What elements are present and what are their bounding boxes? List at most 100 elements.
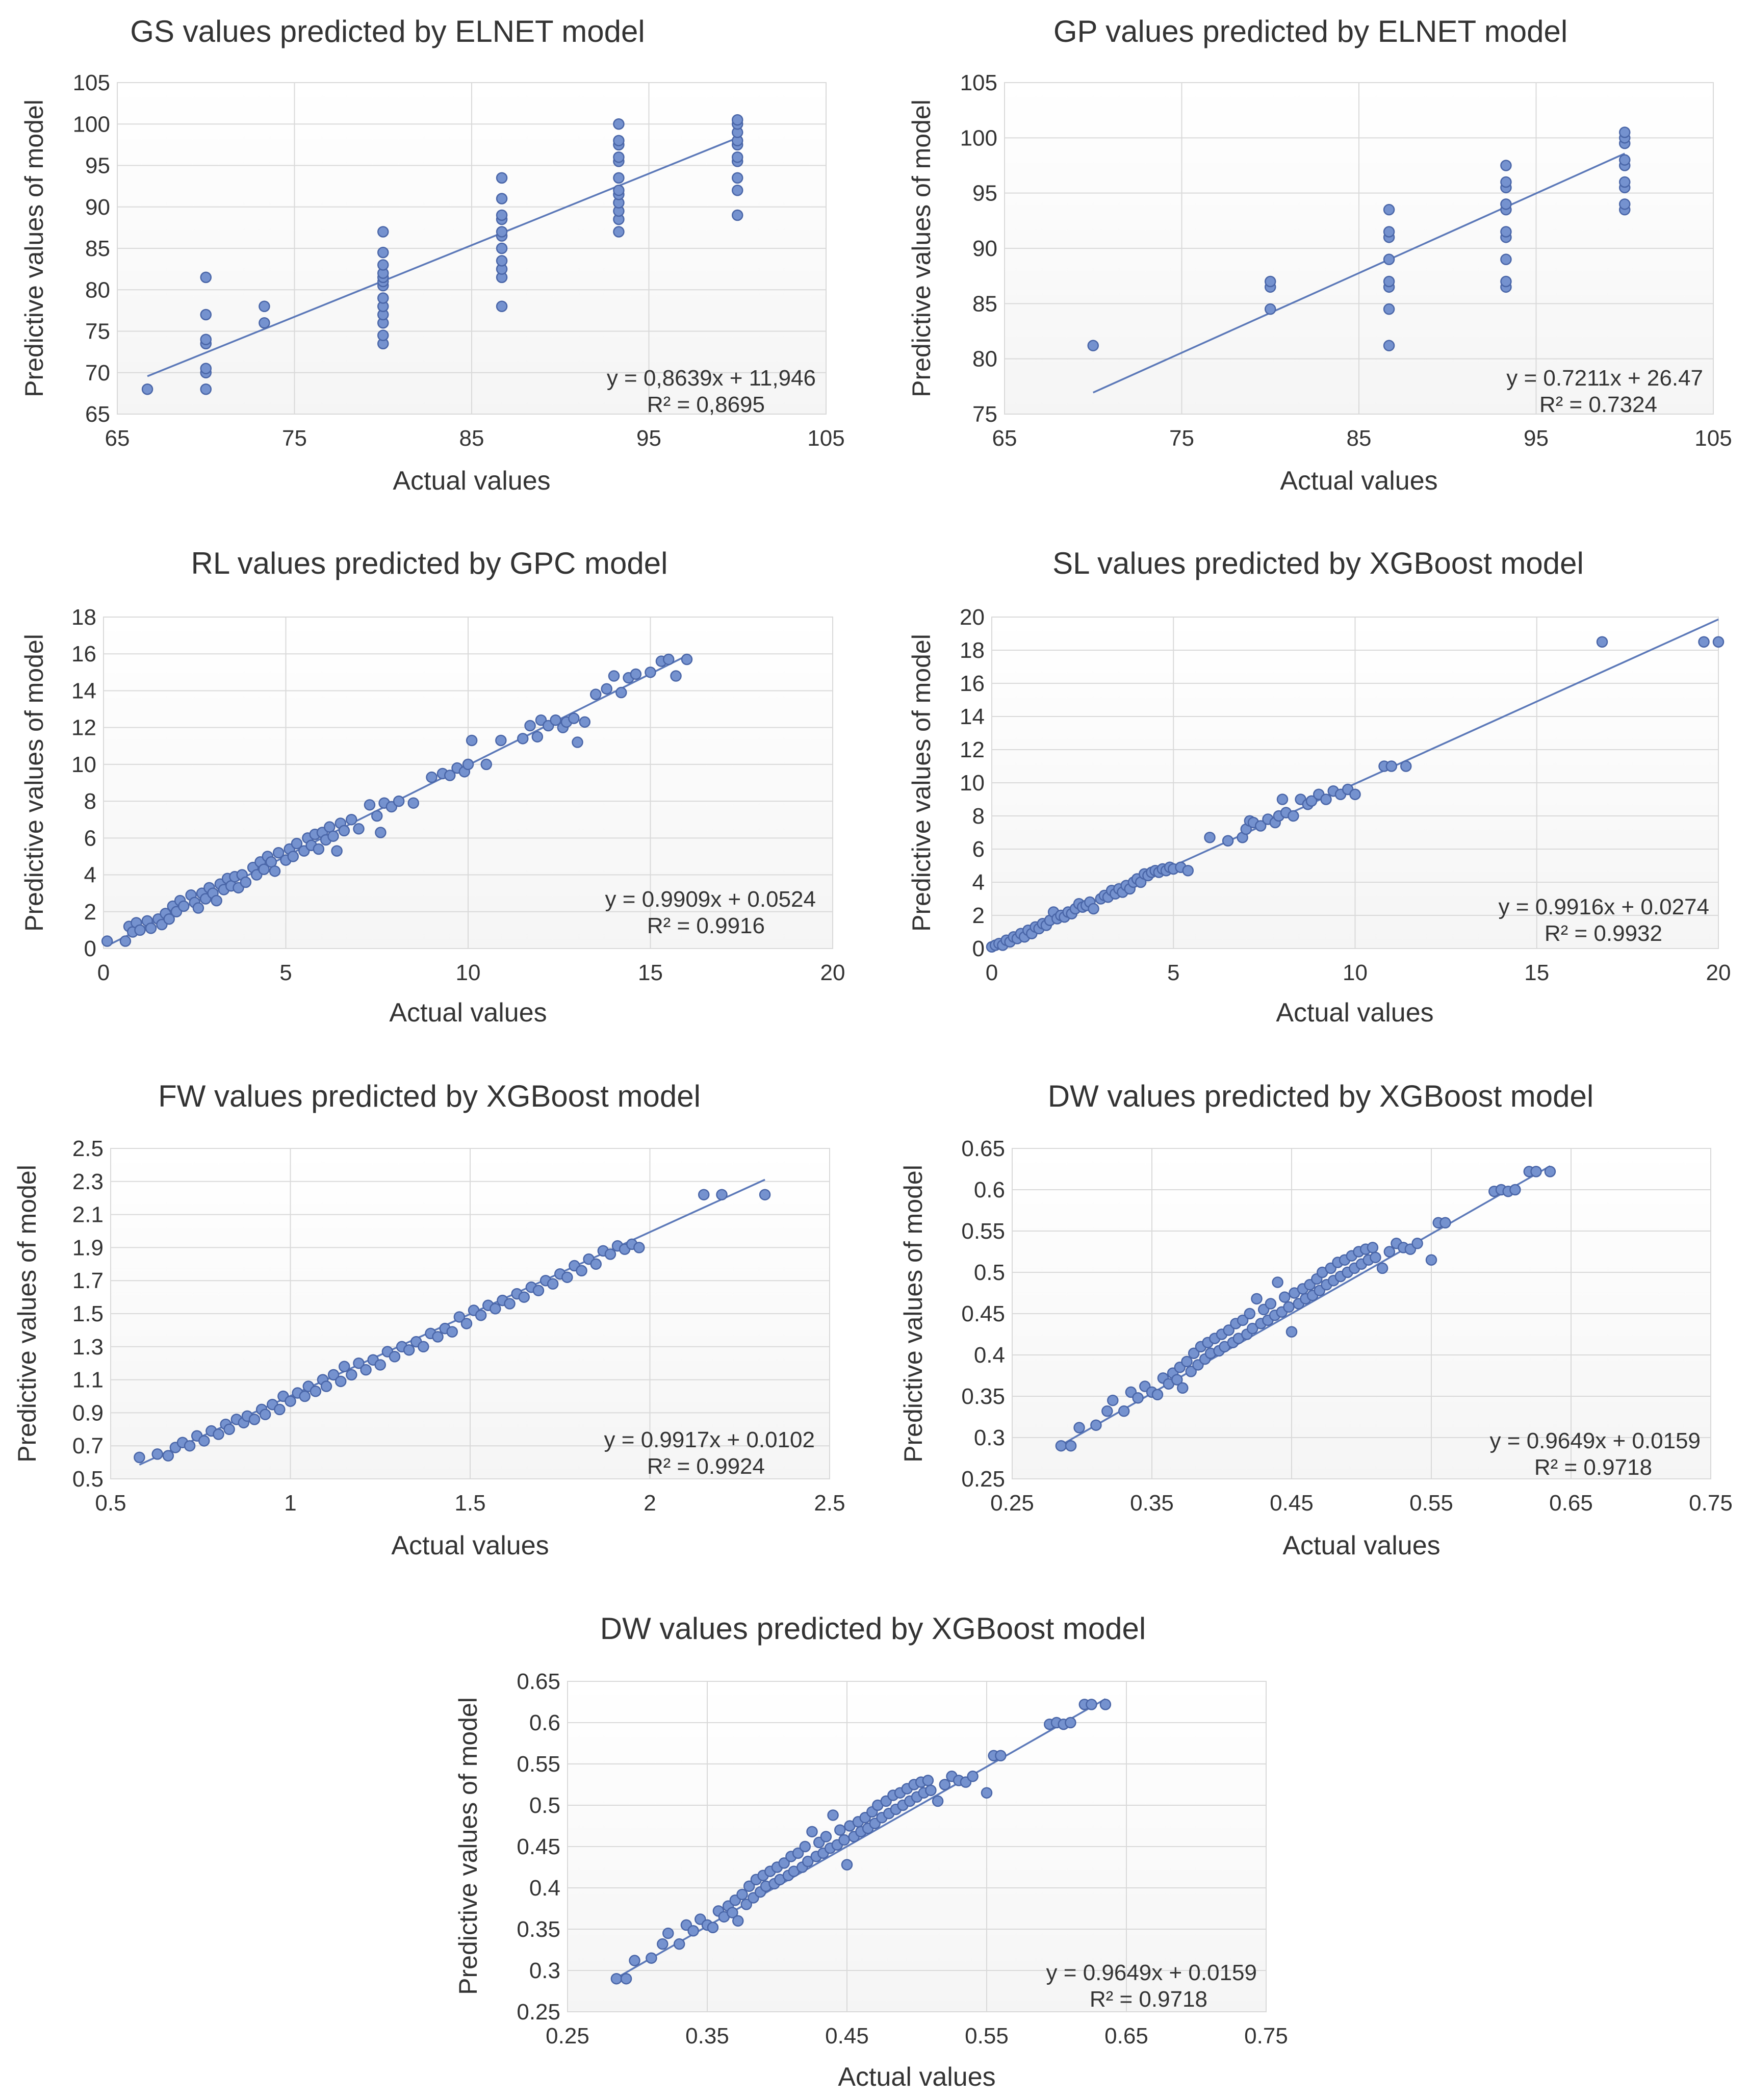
y-tick-label: 0.55 [517, 1752, 560, 1777]
data-point [645, 667, 656, 678]
y-tick-label: 14 [71, 678, 96, 703]
data-point [1107, 1394, 1119, 1406]
x-tick-label: 5 [1167, 960, 1179, 985]
y-tick-label: 0.25 [517, 2000, 560, 2025]
data-point [1619, 126, 1631, 138]
data-point [377, 329, 389, 341]
y-tick-label: 90 [85, 195, 110, 220]
data-point [338, 825, 350, 837]
data-point [339, 1361, 350, 1372]
y-tick-label: 12 [960, 737, 985, 762]
data-point [496, 209, 508, 221]
data-point [200, 363, 212, 374]
data-point [462, 758, 474, 771]
data-point [345, 813, 357, 826]
y-tick-label: 70 [85, 361, 110, 386]
data-point [732, 185, 743, 196]
data-point [1223, 1324, 1234, 1336]
y-tick-label: 0.6 [974, 1177, 1005, 1202]
data-point [141, 383, 153, 395]
chart-r2: R² = 0.9924 [647, 1454, 765, 1479]
chart-panel: SL values predicted by XGBoost model 0 5 1… [907, 546, 1731, 1028]
data-point [922, 1775, 934, 1786]
x-tick-label: 1.5 [454, 1491, 485, 1516]
y-tick-label: 0 [972, 936, 985, 961]
y-tick-label: 1.1 [72, 1368, 104, 1393]
x-axis-label: Actual values [1280, 466, 1437, 496]
data-point [200, 383, 212, 395]
data-point [657, 1938, 668, 1950]
data-point [1288, 810, 1299, 822]
data-point [269, 865, 281, 877]
y-tick-label: 4 [84, 863, 96, 888]
y-tick-label: 0.55 [961, 1219, 1005, 1244]
chart-title: SL values predicted by XGBoost model [1052, 546, 1584, 580]
data-point [119, 935, 132, 947]
data-point [1237, 1314, 1249, 1326]
data-point [1509, 1184, 1521, 1196]
data-point [687, 1925, 699, 1937]
data-point [496, 255, 508, 267]
data-point [629, 1955, 640, 1966]
data-point [1500, 253, 1512, 265]
data-point [1383, 203, 1395, 216]
data-point [1099, 1699, 1112, 1710]
y-tick-label: 0.45 [517, 1834, 560, 1859]
data-point [759, 1189, 771, 1200]
x-tick-label: 15 [638, 960, 663, 985]
data-point [1500, 198, 1512, 210]
data-point [258, 863, 270, 875]
data-point [151, 1448, 163, 1460]
data-point [496, 193, 508, 204]
data-point [1177, 1382, 1189, 1394]
x-tick-label: 0.65 [1104, 2024, 1148, 2048]
data-point [1086, 1699, 1097, 1710]
y-tick-label: 0.65 [517, 1669, 560, 1694]
y-tick-label: 0.45 [961, 1301, 1005, 1326]
y-tick-label: 0.35 [961, 1384, 1005, 1409]
data-point [799, 1840, 811, 1853]
data-point [1265, 275, 1276, 288]
data-point [371, 810, 383, 822]
data-point [1305, 795, 1318, 807]
data-point [613, 151, 625, 163]
data-point [274, 1403, 286, 1416]
y-axis-label: Predictive values of model [20, 634, 48, 932]
chart-panel: GS values predicted by ELNET model 65 75 8… [20, 14, 845, 496]
y-tick-label: 0.3 [974, 1425, 1005, 1450]
data-point [1619, 154, 1631, 166]
x-tick-label: 20 [820, 960, 845, 985]
chart-r2: R² = 0.9718 [1090, 1987, 1207, 2012]
data-point [620, 1973, 632, 1985]
chart-panel: DW values predicted by XGBoost model 0.2… [899, 1079, 1733, 1560]
data-point [1065, 1440, 1077, 1452]
data-point [475, 1309, 487, 1321]
data-point [663, 653, 675, 665]
data-point [1055, 1440, 1067, 1452]
x-tick-label: 0.25 [546, 2024, 589, 2048]
data-point [101, 935, 113, 947]
data-point [403, 1344, 415, 1356]
data-point [134, 924, 146, 936]
data-point [259, 1408, 271, 1420]
data-point [353, 1357, 365, 1369]
data-point [327, 830, 339, 842]
y-axis-label: Predictive values of model [13, 1165, 41, 1463]
x-tick-label: 0.65 [1549, 1491, 1593, 1516]
data-point [601, 683, 612, 695]
data-point [1204, 832, 1216, 843]
data-point [568, 712, 580, 724]
data-point [806, 1826, 818, 1838]
data-point [615, 686, 627, 699]
y-tick-label: 85 [972, 291, 997, 316]
data-point [673, 1938, 685, 1950]
data-point [240, 876, 252, 888]
data-point [1425, 1254, 1437, 1266]
data-point [248, 1414, 261, 1425]
y-tick-label: 105 [73, 70, 110, 95]
data-point [259, 300, 270, 312]
data-point [707, 1922, 719, 1934]
data-point [732, 1915, 744, 1927]
data-point [259, 317, 270, 329]
data-point [792, 1847, 804, 1859]
